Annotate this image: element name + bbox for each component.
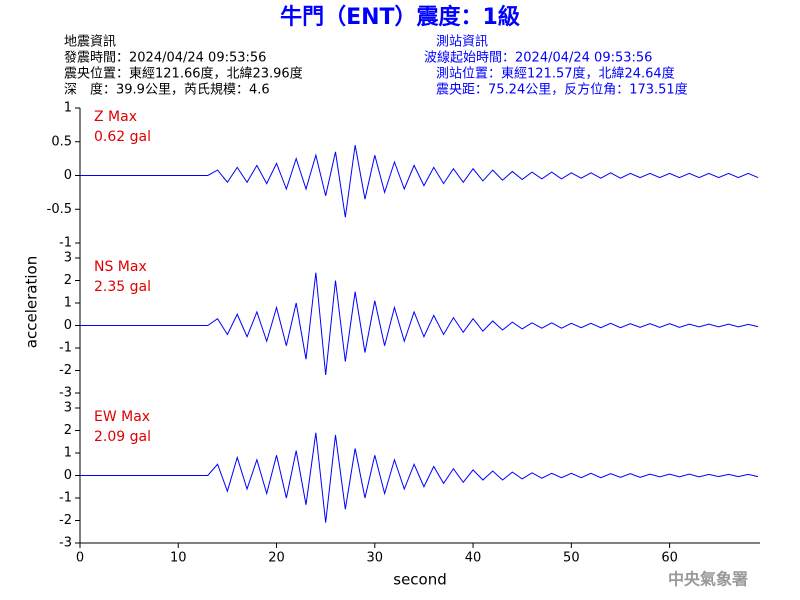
- waveform: [80, 145, 759, 218]
- panel-max: 2.09 gal: [94, 429, 151, 445]
- y-tick-label: 0: [64, 468, 72, 483]
- y-tick-label: 0.5: [51, 134, 72, 149]
- y-tick-label: 2: [64, 273, 72, 288]
- info-left: 深 度：39.9公里，芮氏規模：4.6: [64, 82, 270, 98]
- y-tick-label: -3: [59, 536, 72, 551]
- y-tick-label: -2: [59, 363, 72, 378]
- y-tick-label: 1: [64, 296, 72, 311]
- waveform: [80, 432, 759, 523]
- panel-max: 2.35 gal: [94, 279, 151, 295]
- x-tick-label: 30: [367, 551, 384, 566]
- x-tick-label: 20: [268, 551, 285, 566]
- panel-label: EW Max: [94, 409, 150, 425]
- x-tick-label: 60: [661, 551, 678, 566]
- info-right: 震央距：75.24公里，反方位角：173.51度: [436, 82, 688, 98]
- x-axis-label: second: [393, 571, 447, 589]
- info-left: 地震資訊: [64, 35, 116, 50]
- y-tick-label: 0: [64, 168, 72, 183]
- x-tick-label: 50: [563, 551, 580, 566]
- waveform: [80, 272, 759, 376]
- info-right: 測站資訊: [436, 35, 488, 50]
- y-tick-label: -3: [59, 386, 72, 401]
- chart-title: 牛門（ENT）震度：1級: [280, 4, 520, 30]
- info-left: 發震時間：2024/04/24 09:53:56: [64, 51, 266, 66]
- y-tick-label: -2: [59, 513, 72, 528]
- y-tick-label: 0: [64, 318, 72, 333]
- y-tick-label: 1: [64, 446, 72, 461]
- y-tick-label: 3: [64, 251, 72, 266]
- y-tick-label: -1: [59, 236, 72, 251]
- y-axis-label: acceleration: [23, 256, 41, 348]
- y-tick-label: 1: [64, 101, 72, 116]
- y-tick-label: 2: [64, 423, 72, 438]
- panel-label: Z Max: [94, 109, 137, 125]
- watermark: 中央氣象署: [668, 570, 748, 589]
- y-tick-label: -1: [59, 491, 72, 506]
- panel-max: 0.62 gal: [94, 129, 151, 145]
- y-tick-label: 3: [64, 401, 72, 416]
- y-tick-label: -0.5: [47, 202, 72, 217]
- panel-label: NS Max: [94, 259, 147, 275]
- y-tick-label: -1: [59, 341, 72, 356]
- x-tick-label: 40: [465, 551, 482, 566]
- info-right: 波線起始時間：2024/04/24 09:53:56: [424, 50, 652, 66]
- x-tick-label: 0: [76, 551, 84, 566]
- info-left: 震央位置：東經121.66度，北緯23.96度: [64, 66, 303, 82]
- x-tick-label: 10: [170, 551, 187, 566]
- info-right: 測站位置：東經121.57度，北緯24.64度: [436, 66, 675, 82]
